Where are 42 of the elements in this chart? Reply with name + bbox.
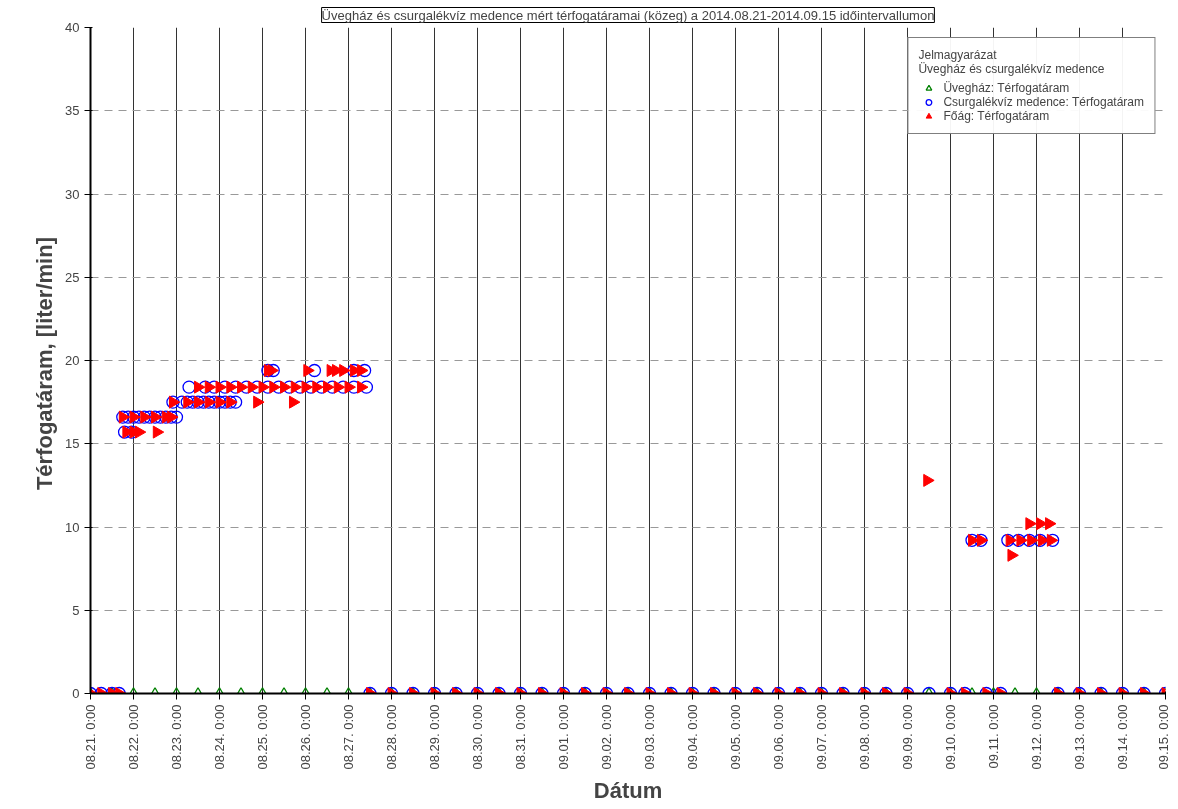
x-tick-label: 09.04. 0:00 xyxy=(685,704,700,770)
x-tick-label: 08.24. 0:00 xyxy=(212,704,227,770)
y-tick-label: 30 xyxy=(65,186,80,202)
y-tick-label: 0 xyxy=(72,686,80,701)
x-tick-label: 09.15. 0:00 xyxy=(1155,704,1171,770)
x-tick-label: 09.11. 0:00 xyxy=(986,704,1001,769)
x-tick-label: 09.03. 0:00 xyxy=(642,704,657,770)
y-tick-label: 25 xyxy=(65,269,80,285)
x-tick-label: 09.06. 0:00 xyxy=(771,704,786,770)
x-tick-label: 08.21. 0:00 xyxy=(83,704,98,770)
x-tick-label: 09.10. 0:00 xyxy=(943,704,958,770)
x-axis-title: Dátum xyxy=(593,777,663,803)
x-tick-label: 09.13. 0:00 xyxy=(1072,704,1087,770)
x-tick-label: 09.14. 0:00 xyxy=(1115,704,1130,770)
x-tick-label: 09.07. 0:00 xyxy=(814,704,829,770)
y-tick-label: 15 xyxy=(65,436,80,452)
legend-label: Üvegház: Térfogatáram xyxy=(943,81,1070,95)
y-axis-title: Térfogatáram, [liter/min] xyxy=(32,237,58,491)
y-tick-label: 40 xyxy=(65,20,80,35)
legend-title: Jelmagyarázat Üvegház és csurgalékvíz medence xyxy=(918,48,1106,76)
x-tick-label: 08.26. 0:00 xyxy=(298,704,313,770)
x-tick-label: 09.12. 0:00 xyxy=(1029,704,1044,770)
x-tick-label: 08.31. 0:00 xyxy=(513,704,528,770)
y-tick-label: 20 xyxy=(65,353,80,368)
y-tick-label: 35 xyxy=(65,103,80,119)
x-tick-label: 08.29. 0:00 xyxy=(427,704,442,770)
x-tick-label: 08.23. 0:00 xyxy=(169,704,184,770)
x-tick-label: 08.22. 0:00 xyxy=(126,704,141,770)
legend-label: Csurgalékvíz medence: Térfogatáram xyxy=(943,95,1144,109)
x-tick-label: 09.02. 0:00 xyxy=(599,704,614,770)
x-tick-label: 09.09. 0:00 xyxy=(900,704,915,770)
x-tick-label: 08.25. 0:00 xyxy=(255,704,270,770)
x-tick-label: 08.30. 0:00 xyxy=(470,704,485,770)
chart-title: Üvegház és csurgalékvíz medence mért térfogatáramai (közeg) a 2014.08.21-2014.09.15 időintervallumon xyxy=(321,7,935,23)
y-tick-label: 5 xyxy=(72,602,80,618)
x-tick-label: 09.05. 0:00 xyxy=(728,704,743,770)
x-tick-label: 08.28. 0:00 xyxy=(384,704,399,770)
x-tick-label: 09.08. 0:00 xyxy=(857,704,872,770)
y-tick-label: 10 xyxy=(65,519,80,535)
x-tick-label: 09.01. 0:00 xyxy=(556,704,571,770)
x-tick-label: 08.27. 0:00 xyxy=(341,704,356,770)
legend-label: Főág: Térfogatáram xyxy=(943,109,1050,123)
